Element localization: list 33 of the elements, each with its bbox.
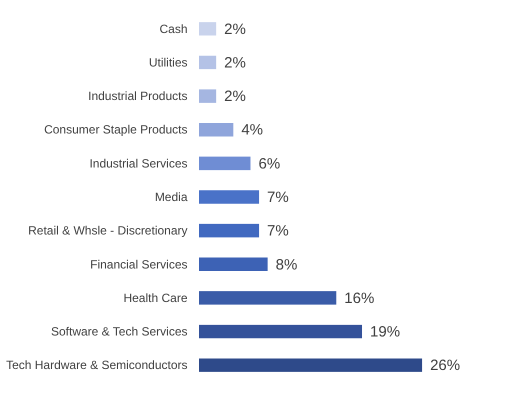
bar — [199, 56, 216, 70]
data-label: 16% — [344, 290, 374, 307]
y-tick-label: Industrial Products — [88, 89, 188, 104]
data-label: 6% — [258, 155, 280, 172]
y-tick-label: Financial Services — [90, 257, 188, 272]
y-tick-label: Industrial Services — [89, 156, 188, 170]
y-tick-label: Health Care — [123, 290, 188, 305]
data-label: 8% — [276, 256, 298, 274]
y-tick-label: Media — [154, 190, 188, 204]
data-label: 4% — [241, 122, 264, 139]
data-label: 2% — [224, 54, 246, 72]
y-tick-label: Software & Tech Services — [50, 324, 188, 339]
y-tick-label: Utilities — [148, 55, 188, 70]
bar — [199, 89, 216, 103]
bar — [199, 358, 422, 372]
y-tick-label: Consumer Staple Products — [44, 122, 188, 137]
bar — [199, 22, 216, 36]
bar — [199, 123, 234, 136]
y-tick-label: Cash — [159, 22, 188, 36]
data-label: 7% — [267, 222, 289, 240]
bar — [199, 224, 260, 238]
bar — [199, 156, 250, 170]
data-label: 7% — [267, 189, 289, 206]
y-tick-label: Tech Hardware & Semiconductors — [6, 358, 188, 372]
y-tick-label: Retail & Whsle - Discretionary — [28, 224, 188, 238]
bar — [199, 190, 260, 204]
bar — [199, 291, 336, 305]
data-label: 19% — [370, 324, 400, 341]
bar — [199, 324, 362, 338]
data-label: 26% — [430, 357, 460, 374]
data-label: 2% — [224, 20, 246, 38]
bar — [199, 258, 268, 271]
data-label: 2% — [224, 88, 246, 106]
